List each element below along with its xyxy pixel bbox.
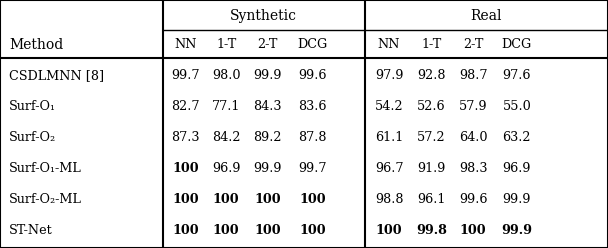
Text: CSDLMNN [8]: CSDLMNN [8] [9,69,104,82]
Text: 99.9: 99.9 [503,193,531,206]
Text: Surf-O₁: Surf-O₁ [9,100,56,113]
Text: 100: 100 [172,193,199,206]
Text: 99.9: 99.9 [254,69,282,82]
Text: 97.9: 97.9 [375,69,403,82]
Text: 89.2: 89.2 [254,131,282,144]
Text: 64.0: 64.0 [459,131,487,144]
Text: 98.8: 98.8 [375,193,403,206]
Text: 77.1: 77.1 [212,100,240,113]
Text: 54.2: 54.2 [375,100,404,113]
Text: 99.9: 99.9 [502,224,532,237]
Text: 92.8: 92.8 [418,69,446,82]
Text: 63.2: 63.2 [503,131,531,144]
Text: 96.1: 96.1 [418,193,446,206]
Text: 82.7: 82.7 [171,100,199,113]
Text: Real: Real [471,9,502,23]
Text: 55.0: 55.0 [502,100,531,113]
Text: 100: 100 [254,224,281,237]
Text: 96.9: 96.9 [212,162,240,175]
Text: 96.9: 96.9 [503,162,531,175]
Text: 100: 100 [299,193,326,206]
Text: 57.2: 57.2 [417,131,446,144]
Text: 57.9: 57.9 [458,100,488,113]
Text: 100: 100 [254,193,281,206]
Text: NN: NN [378,37,401,51]
Text: DCG: DCG [502,37,532,51]
Text: 1-T: 1-T [216,37,237,51]
Text: 2-T: 2-T [463,37,483,51]
Text: 100: 100 [172,162,199,175]
Text: 98.3: 98.3 [459,162,487,175]
Text: 91.9: 91.9 [418,162,446,175]
Text: 2-T: 2-T [257,37,278,51]
Text: 99.6: 99.6 [459,193,487,206]
Text: NN: NN [174,37,197,51]
Text: 52.6: 52.6 [417,100,446,113]
Text: 99.7: 99.7 [171,69,199,82]
Text: DCG: DCG [297,37,328,51]
Text: 100: 100 [299,224,326,237]
Text: 98.7: 98.7 [459,69,487,82]
Text: 99.9: 99.9 [254,162,282,175]
Text: 100: 100 [172,224,199,237]
Text: 84.2: 84.2 [212,131,240,144]
Text: 99.7: 99.7 [299,162,326,175]
Text: ST-Net: ST-Net [9,224,53,237]
Text: 83.6: 83.6 [299,100,326,113]
Text: 87.3: 87.3 [171,131,199,144]
Text: 61.1: 61.1 [375,131,403,144]
Text: 87.8: 87.8 [299,131,326,144]
Text: 97.6: 97.6 [503,69,531,82]
Text: 96.7: 96.7 [375,162,403,175]
Text: 100: 100 [460,224,486,237]
Text: 100: 100 [213,224,240,237]
Text: Surf-O₁-ML: Surf-O₁-ML [9,162,82,175]
Text: 100: 100 [376,224,402,237]
Text: 100: 100 [213,193,240,206]
Text: Synthetic: Synthetic [230,9,297,23]
Text: 99.8: 99.8 [416,224,447,237]
Text: 98.0: 98.0 [212,69,240,82]
Text: 84.3: 84.3 [254,100,282,113]
Text: 99.6: 99.6 [299,69,326,82]
Text: Surf-O₂: Surf-O₂ [9,131,57,144]
Text: Surf-O₂-ML: Surf-O₂-ML [9,193,82,206]
Text: 1-T: 1-T [421,37,442,51]
Text: Method: Method [9,38,63,52]
